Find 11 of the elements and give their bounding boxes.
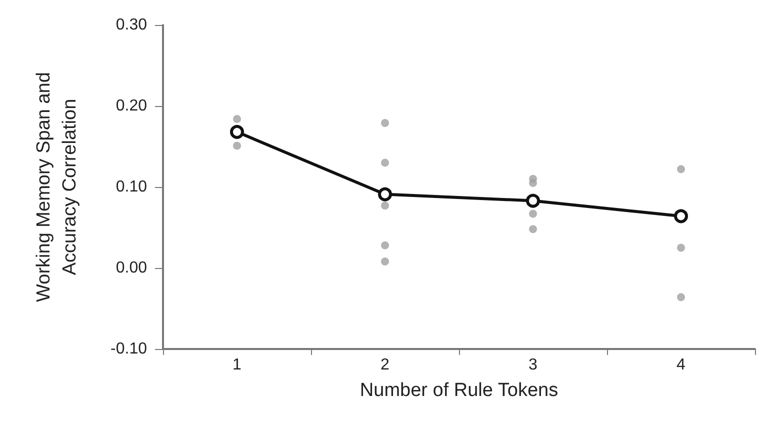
y-axis-title: Working Memory Span and Accuracy Correlation <box>34 72 80 302</box>
y-tick-label: 0.00 <box>116 260 148 276</box>
y-tick-label: 0.20 <box>116 98 148 114</box>
x-tick-label: 3 <box>528 356 538 374</box>
y-tick-label: 0.30 <box>116 16 148 34</box>
x-tick-label: 1 <box>232 356 242 374</box>
x-tick-label: 4 <box>676 356 686 374</box>
y-tick-label: 0.10 <box>116 178 148 196</box>
y-tick-label: -0.10 <box>110 340 148 358</box>
x-tick-label: 2 <box>380 356 390 374</box>
x-axis-title: Number of Rule Tokens <box>360 380 558 401</box>
